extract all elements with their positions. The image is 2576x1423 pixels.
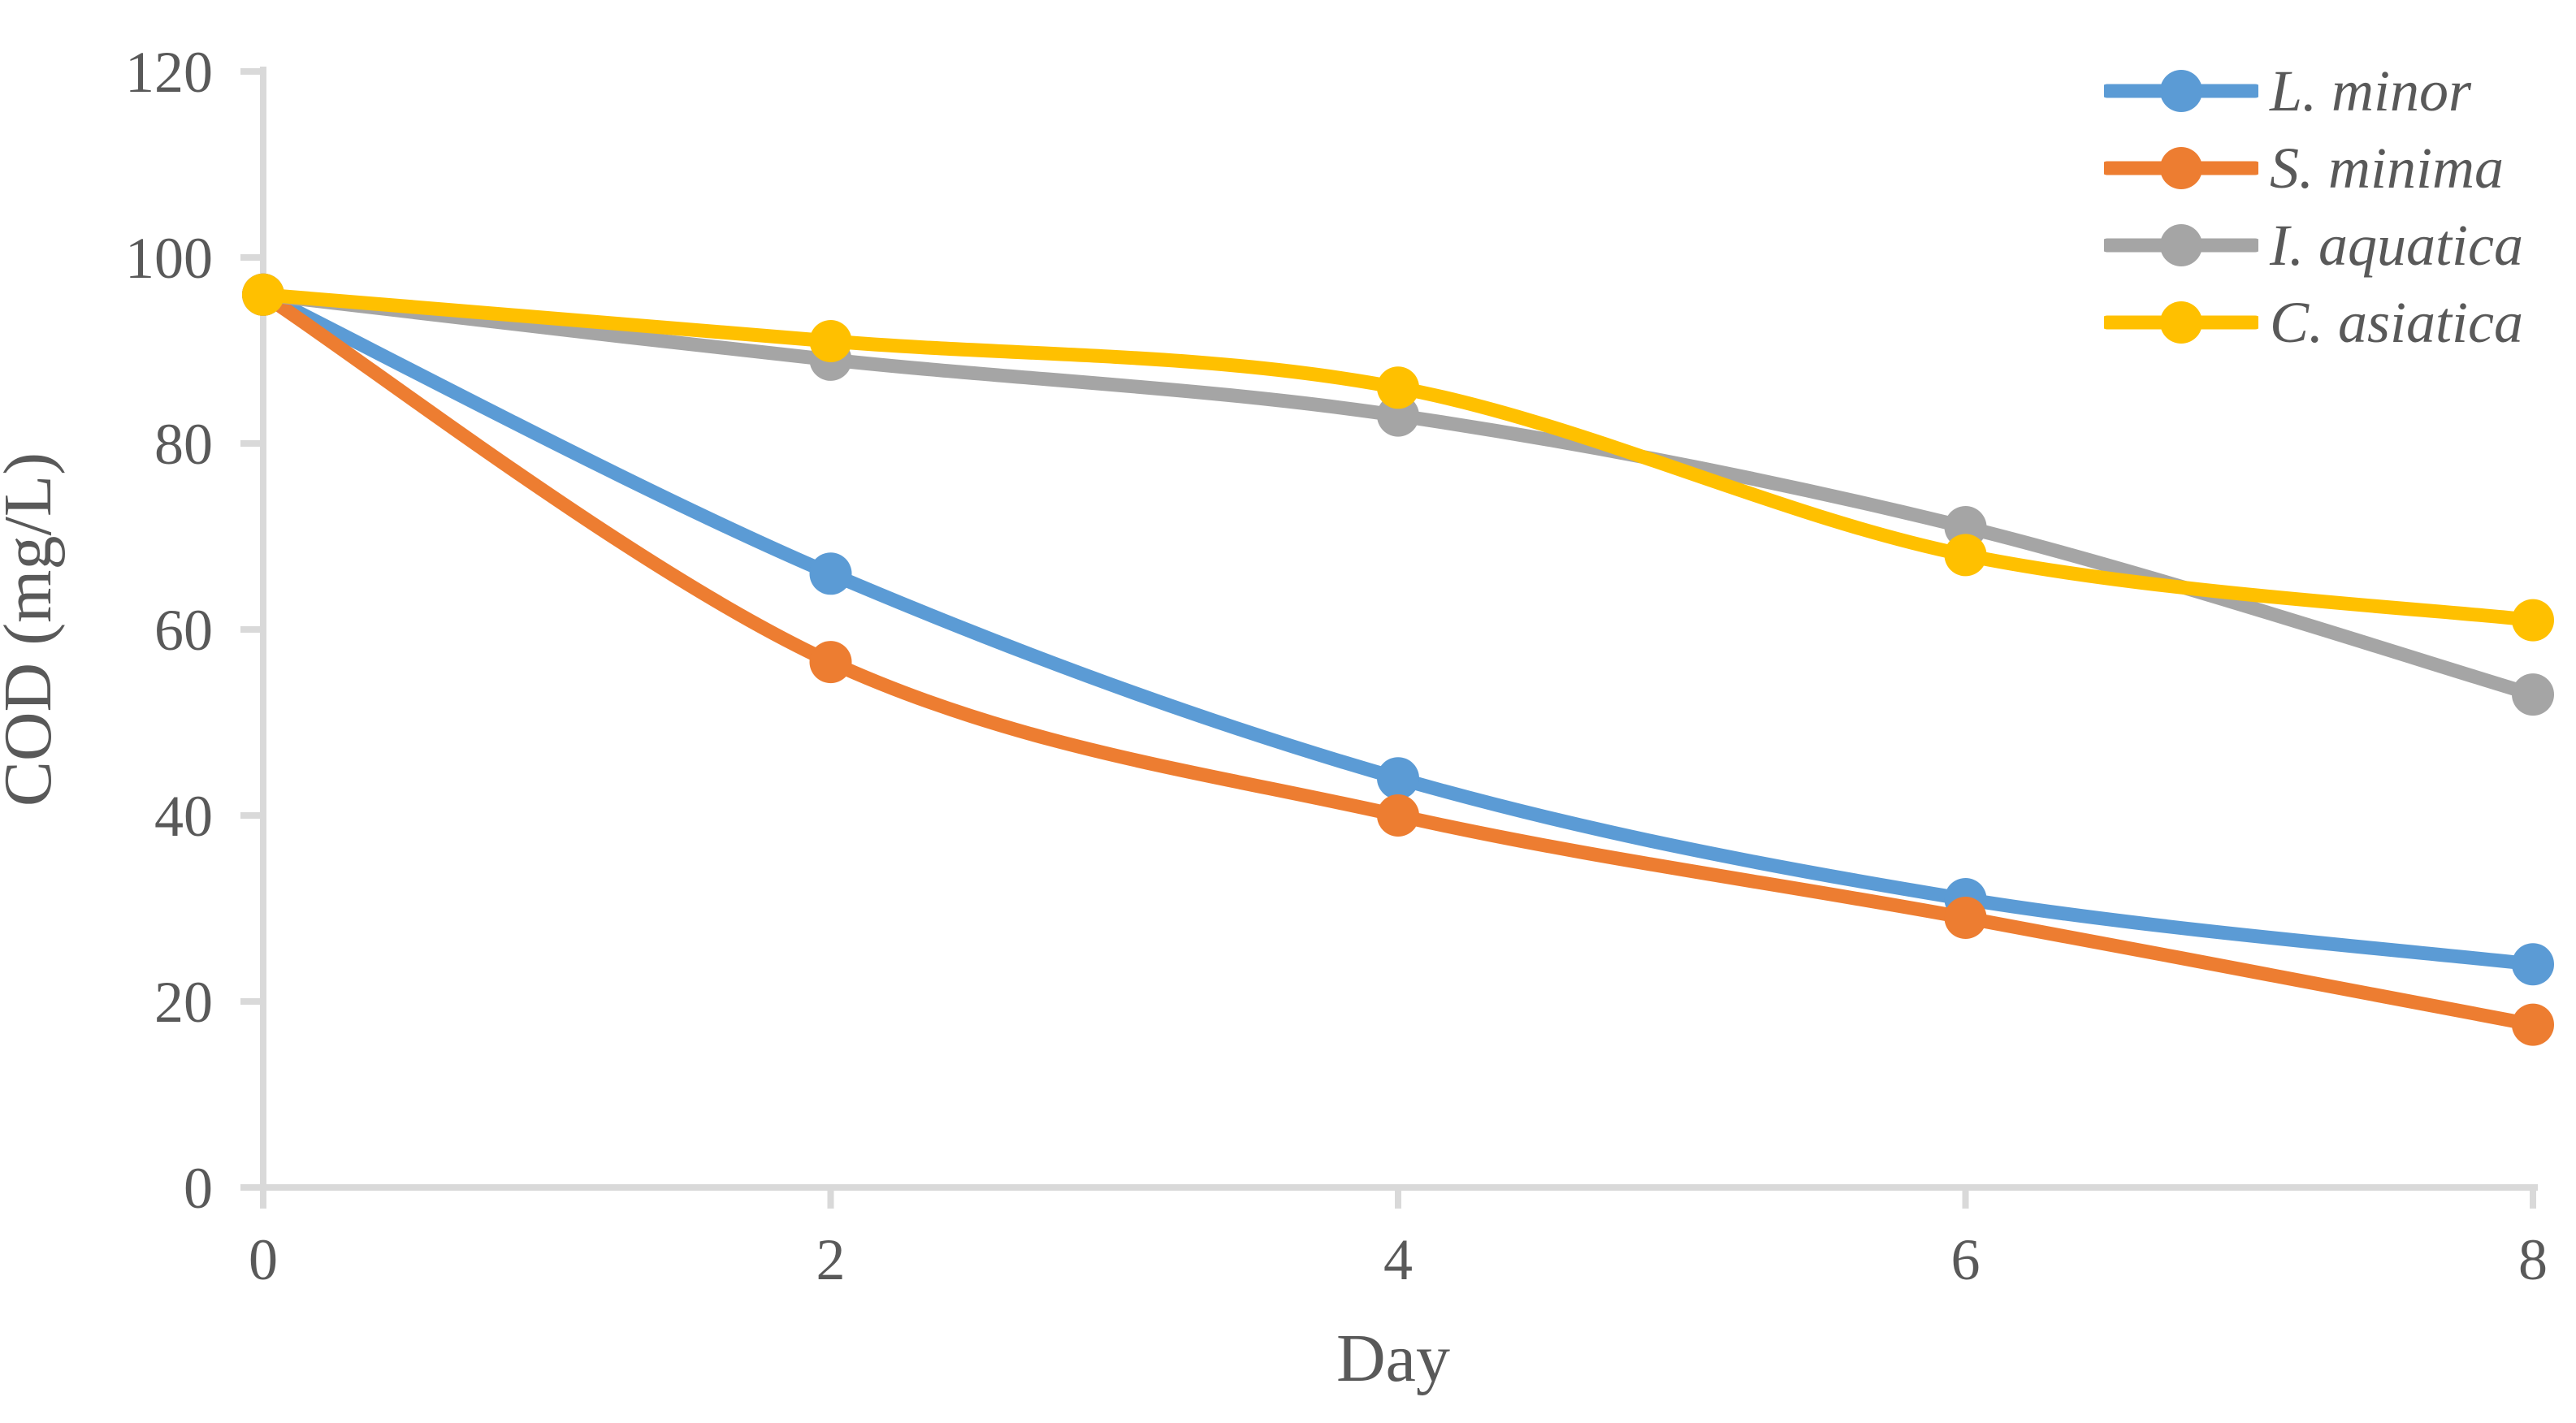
y-tick-label: 60 (154, 598, 213, 663)
y-tick-label: 40 (154, 784, 213, 849)
y-tick-label: 120 (125, 40, 213, 105)
legend-swatch-line-marker-icon (2104, 223, 2258, 266)
series-marker-i-aquatica (2512, 673, 2554, 716)
y-tick-label: 0 (184, 1156, 213, 1221)
legend-swatch-line-marker-icon (2104, 301, 2258, 344)
legend-label: I. aquatica (2270, 212, 2523, 278)
legend-label: C. asiatica (2270, 289, 2524, 355)
y-tick-label: 100 (125, 226, 213, 291)
series-marker-l-minor (809, 552, 852, 595)
series-marker-s-minima (809, 641, 852, 684)
series-marker-s-minima (1944, 897, 1987, 939)
series-marker-l-minor (1377, 757, 1419, 800)
x-tick-label: 8 (2518, 1227, 2548, 1292)
series-marker-c-asiatica (1944, 534, 1987, 577)
legend-item-s-minima: S. minima (2104, 129, 2523, 206)
legend-swatch-line-marker-icon (2104, 146, 2258, 189)
series-marker-c-asiatica (242, 273, 284, 316)
x-tick-label: 4 (1383, 1227, 1413, 1292)
x-tick-label: 0 (249, 1227, 278, 1292)
y-tick-label: 20 (154, 970, 213, 1035)
legend-item-i-aquatica: I. aquatica (2104, 206, 2523, 283)
legend-swatch-line-marker-icon (2104, 69, 2258, 112)
legend: L. minor S. minima I. aquatica C. asiati… (2104, 52, 2523, 361)
series-marker-c-asiatica (2512, 599, 2554, 642)
series-marker-l-minor (2512, 943, 2554, 986)
x-tick-label: 6 (1951, 1227, 1981, 1292)
y-tick-label: 80 (154, 412, 213, 477)
series-marker-s-minima (1377, 794, 1419, 837)
legend-item-l-minor: L. minor (2104, 52, 2523, 129)
plot-layer: 0 20 40 60 80 100 120 0 2 4 6 8 (125, 40, 2554, 1292)
series-marker-c-asiatica (809, 320, 852, 362)
legend-label: L. minor (2270, 58, 2472, 123)
legend-label: S. minima (2270, 135, 2504, 201)
x-axis-title: Day (1336, 1321, 1450, 1396)
x-tick-label: 2 (816, 1227, 846, 1292)
series-marker-c-asiatica (1377, 366, 1419, 409)
series-marker-s-minima (2512, 1003, 2554, 1046)
y-axis-title: COD (mg/L) (0, 452, 66, 807)
legend-item-c-asiatica: C. asiatica (2104, 283, 2523, 361)
